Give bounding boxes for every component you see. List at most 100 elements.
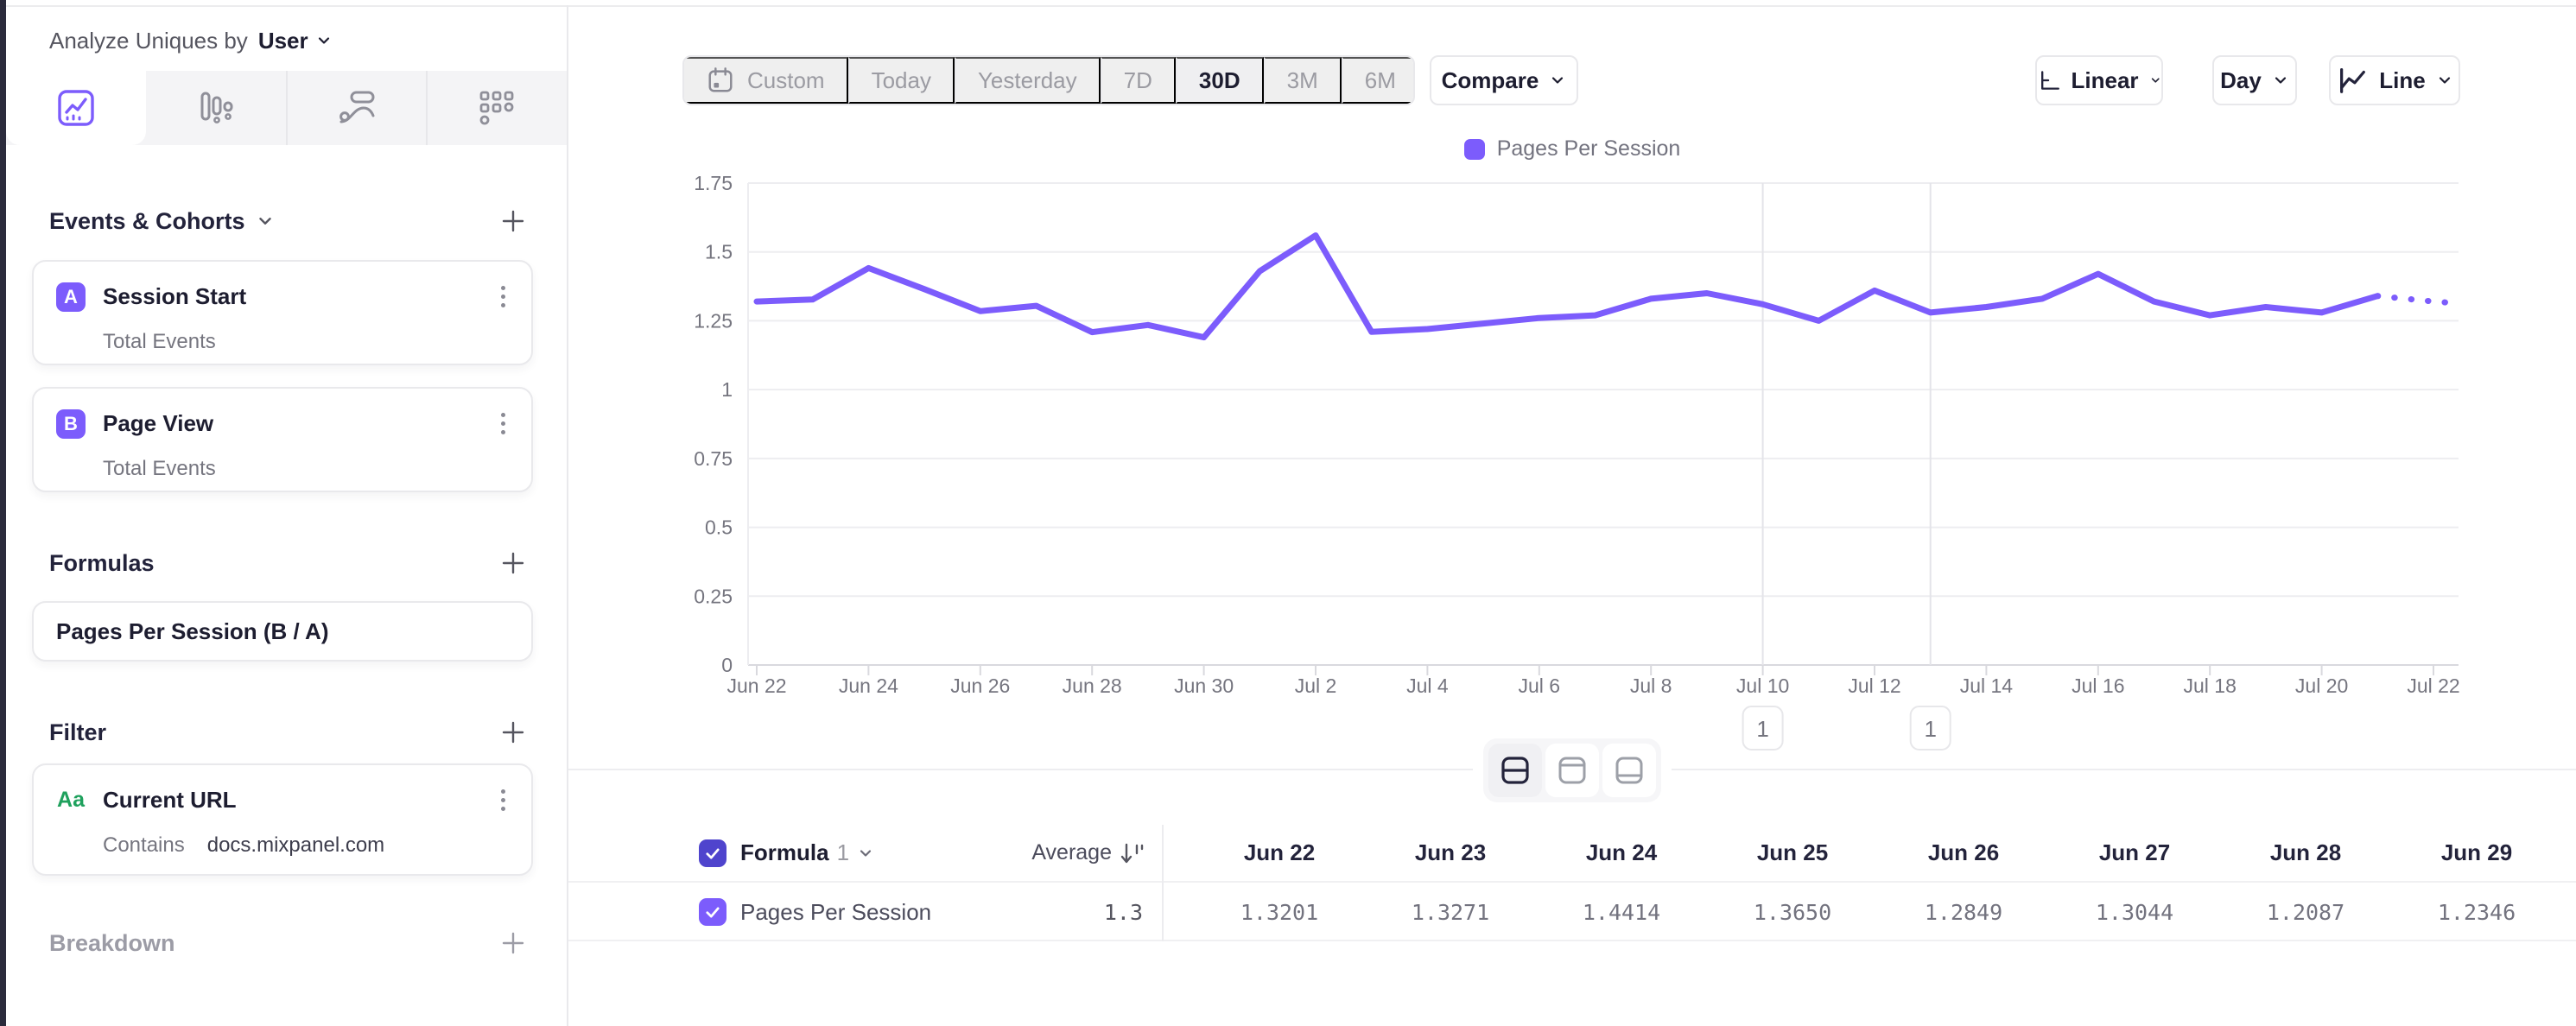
date-column-header[interactable]: Jun 25 <box>1756 839 1829 865</box>
more-options-icon[interactable] <box>496 281 511 313</box>
add-filter-button[interactable] <box>498 717 529 748</box>
chevron-down-icon <box>2439 77 2450 84</box>
formula-name: Pages Per Session (B / A) <box>56 618 329 644</box>
left-edge-strip <box>0 0 6 1026</box>
event-card-b[interactable]: B Page View Total Events <box>32 387 533 492</box>
range-label: Custom <box>747 66 825 93</box>
interval-dropdown[interactable]: Day <box>2212 55 2297 105</box>
event-measure[interactable]: Total Events <box>103 457 216 480</box>
legend-swatch <box>1463 138 1485 160</box>
filter-value[interactable]: docs.mixpanel.com <box>206 833 385 857</box>
date-column-header[interactable]: Jun 22 <box>1243 839 1316 865</box>
event-name: Page View <box>103 410 214 436</box>
range-custom[interactable]: Custom <box>684 57 848 104</box>
more-options-icon[interactable] <box>496 784 511 816</box>
add-formula-button[interactable] <box>498 548 529 579</box>
range-6m[interactable]: 6M <box>1341 57 1413 104</box>
x-axis-label: Jun 30 <box>1174 674 1234 697</box>
table-header-row: Formula 1 Average Jun 22 Jun 23 Jun 24 Jun … <box>568 825 2576 883</box>
chevron-down-icon <box>2275 77 2286 84</box>
series-line-pages-per-session[interactable] <box>753 232 2381 341</box>
event-measure-row: Total Events <box>56 457 511 481</box>
annotation-badge-count[interactable]: 1 <box>1924 716 1936 742</box>
date-column-header[interactable]: Jun 28 <box>2269 839 2342 865</box>
grid-dots-tab-icon <box>479 91 514 125</box>
filter-section-header: Filter <box>49 717 529 748</box>
bar-chart-tab-icon <box>200 92 233 124</box>
range-3m[interactable]: 3M <box>1263 57 1342 104</box>
scale-label: Linear <box>2071 66 2139 93</box>
insights-line-chart: 0 0.25 0.5 0.75 1 1.25 1.5 1.75 Jun 22 Jun 24 Jun … <box>694 172 2460 750</box>
event-card-row: A Session Start <box>56 281 511 313</box>
tab-retention[interactable] <box>426 71 566 145</box>
layout-chart-only-toggle[interactable] <box>1545 744 1599 797</box>
check-icon <box>706 848 720 859</box>
event-measure[interactable]: Total Events <box>103 330 216 353</box>
layout-table-only-toggle[interactable] <box>1602 744 1656 797</box>
date-column-headers: Jun 22 Jun 23 Jun 24 Jun 25 Jun 26 Jun 27 Jun … <box>1194 825 2562 881</box>
layout-split-toggle[interactable] <box>1488 744 1542 797</box>
date-column-header[interactable]: Jun 27 <box>2098 839 2171 865</box>
range-yesterday[interactable]: Yesterday <box>954 57 1101 104</box>
add-event-button[interactable] <box>498 206 529 237</box>
series-row-checkbox[interactable] <box>699 898 726 926</box>
line-chart-icon <box>2340 68 2366 93</box>
average-label: Average <box>1031 840 1112 864</box>
flows-tab-icon <box>339 91 375 124</box>
tab-flows[interactable] <box>286 71 426 145</box>
filter-card-row: Aa Current URL <box>56 784 511 816</box>
y-axis-label: 1.75 <box>694 172 733 194</box>
chevron-down-icon[interactable] <box>256 212 275 231</box>
table-row: Pages Per Session 1.3 1.3201 1.3271 1.4414… <box>568 884 2576 941</box>
date-column-header[interactable]: Jun 29 <box>2440 839 2513 865</box>
date-column-header[interactable]: Jun 24 <box>1585 839 1658 865</box>
filter-operator[interactable]: Contains <box>103 833 185 857</box>
formulas-section-title: Formulas <box>49 549 155 576</box>
plus-icon <box>502 932 524 954</box>
range-label: Today <box>871 66 931 93</box>
annotation-badge[interactable] <box>1909 706 1951 750</box>
annotation-badge-count[interactable]: 1 <box>1756 716 1768 742</box>
x-axis-label: Jul 6 <box>1519 674 1561 697</box>
range-label: Yesterday <box>977 66 1077 93</box>
filter-card[interactable]: Aa Current URL Contains docs.mixpanel.com <box>32 763 533 876</box>
formula-group-index: 1 <box>836 839 850 865</box>
tab-funnels[interactable] <box>146 71 286 145</box>
split-view-icon <box>1501 757 1529 784</box>
date-column-header[interactable]: Jun 23 <box>1414 839 1487 865</box>
formulas-section-header: Formulas <box>49 548 529 579</box>
formula-group-dropdown[interactable]: Formula 1 <box>740 825 874 881</box>
x-axis-label: Jul 16 <box>2072 674 2124 697</box>
range-30d[interactable]: 30D <box>1175 57 1264 104</box>
formula-card[interactable]: Pages Per Session (B / A) <box>32 601 533 662</box>
y-axis-label: 0 <box>721 654 733 676</box>
linear-scale-icon <box>2041 71 2059 90</box>
add-breakdown-button[interactable] <box>498 928 529 959</box>
breakdown-section-header: Breakdown <box>49 928 529 959</box>
range-7d[interactable]: 7D <box>1100 57 1176 104</box>
series-row-average: 1.3 <box>1103 899 1143 925</box>
more-options-icon[interactable] <box>496 408 511 440</box>
analyze-header: Analyze Uniques by User <box>6 10 567 71</box>
breakdown-section-title: Breakdown <box>49 929 175 956</box>
range-today[interactable]: Today <box>847 57 955 104</box>
date-column-header[interactable]: Jun 26 <box>1927 839 2000 865</box>
layout-toggle-group <box>1483 738 1661 802</box>
average-column-header[interactable]: Average <box>897 825 1145 881</box>
x-axis-label: Jul 14 <box>1960 674 2014 697</box>
formula-group-checkbox[interactable] <box>699 839 726 867</box>
event-card-a[interactable]: A Session Start Total Events <box>32 260 533 365</box>
analyze-entity-dropdown[interactable]: User <box>258 28 333 54</box>
chart-legend[interactable]: Pages Per Session <box>568 136 2576 162</box>
tab-insights[interactable] <box>6 71 146 145</box>
main-content: CustomTodayYesterday7D30D3M6M12M Compare… <box>568 0 2576 1026</box>
cell-value: 1.3044 <box>2095 899 2174 925</box>
scale-dropdown[interactable]: Linear <box>2035 55 2163 105</box>
compare-button[interactable]: Compare <box>1430 55 1578 105</box>
chart-type-dropdown[interactable]: Line <box>2329 55 2460 105</box>
range-label: 3M <box>1286 66 1318 93</box>
events-section-header: Events & Cohorts <box>49 206 529 237</box>
x-axis-label: Jul 10 <box>1736 674 1789 697</box>
y-axis-label: 0.5 <box>705 516 733 539</box>
annotation-badge[interactable] <box>1742 706 1784 750</box>
